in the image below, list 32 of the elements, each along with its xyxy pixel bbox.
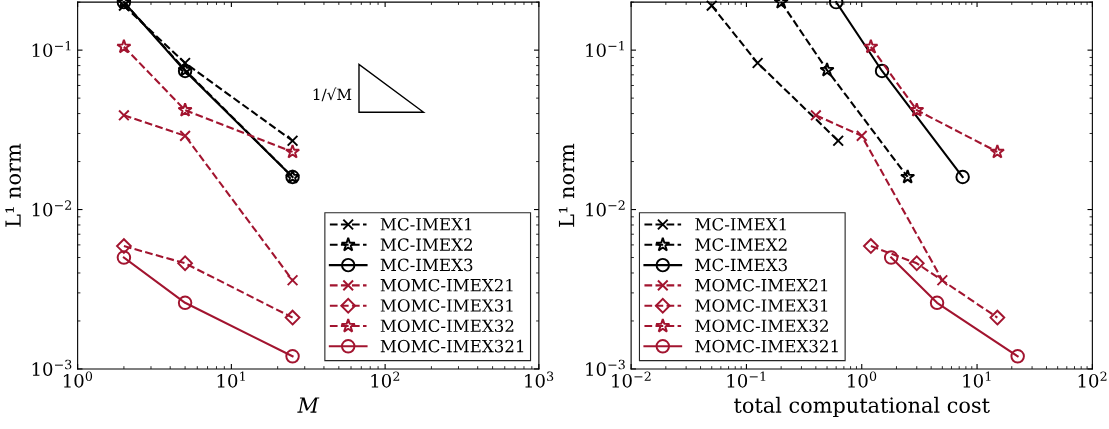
legend-label: MC-IMEX1: [695, 217, 786, 231]
x-tick-label: 10$^{2}$: [371, 371, 400, 388]
x-tick-label: 10$^{1}$: [217, 371, 245, 388]
y-tick-label: 10$^{−2}$: [32, 200, 72, 217]
y-axis-title: L¹ norm: [558, 143, 575, 227]
legend-label: MC-IMEX1: [380, 217, 472, 231]
x-axis-title: M: [297, 397, 320, 413]
legend-label: MOMC-IMEX21: [695, 278, 828, 292]
x-tick-label: 10$^{−2}$: [612, 371, 651, 388]
y-tick-label: 10$^{−1}$: [32, 40, 71, 58]
y-tick-label: 10$^{−2}$: [586, 200, 625, 217]
x-tick-label: 10$^{0}$: [63, 371, 93, 388]
legend-label: MOMC-IMEX31: [380, 299, 513, 312]
x-tick-label: 10$^{−1}$: [727, 371, 766, 388]
legend-label: MOMC-IMEX21: [380, 278, 513, 292]
legend-label: MOMC-IMEX321: [695, 339, 838, 353]
legend-label: MC-IMEX2: [695, 238, 787, 251]
legend-label: MC-IMEX3: [695, 258, 787, 272]
legend-label: MC-IMEX3: [380, 258, 473, 272]
annotation: 1/√M: [313, 87, 352, 102]
legend-label: MOMC-IMEX31: [695, 299, 828, 312]
legend-label: MOMC-IMEX32: [695, 319, 828, 333]
x-axis-title: total computational cost: [734, 396, 990, 417]
legend-label: MOMC-IMEX32: [380, 319, 514, 333]
y-axis-title: L¹ norm: [5, 143, 21, 227]
x-tick-label: 10$^{3}$: [525, 371, 554, 388]
x-tick-label: 10$^{0}$: [848, 371, 877, 388]
y-tick-label: 10$^{−1}$: [586, 40, 624, 58]
x-tick-label: 10$^{1}$: [963, 371, 991, 388]
legend-label: MC-IMEX2: [380, 238, 472, 251]
legend-label: MOMC-IMEX321: [380, 339, 524, 353]
x-tick-label: 10$^{2}$: [1078, 371, 1107, 388]
